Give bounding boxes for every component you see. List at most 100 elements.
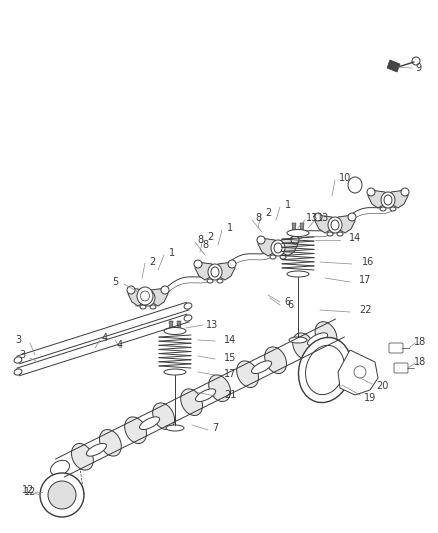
Polygon shape (281, 238, 298, 256)
Ellipse shape (140, 417, 159, 430)
Polygon shape (315, 215, 332, 233)
Ellipse shape (380, 207, 386, 211)
Ellipse shape (280, 255, 286, 259)
Polygon shape (387, 60, 400, 72)
Polygon shape (177, 321, 181, 328)
Ellipse shape (184, 303, 192, 309)
Ellipse shape (208, 375, 230, 401)
Polygon shape (368, 190, 385, 208)
Polygon shape (391, 190, 408, 208)
Ellipse shape (50, 461, 70, 475)
Ellipse shape (251, 361, 272, 374)
Ellipse shape (217, 279, 223, 283)
Ellipse shape (14, 357, 22, 363)
Text: 22: 22 (359, 305, 371, 315)
Text: 7: 7 (212, 423, 218, 433)
Ellipse shape (125, 417, 147, 443)
Text: 1: 1 (169, 248, 175, 258)
Text: 3: 3 (15, 335, 21, 345)
Text: 10: 10 (339, 173, 351, 183)
Ellipse shape (271, 240, 285, 256)
Ellipse shape (274, 243, 282, 253)
Ellipse shape (195, 389, 215, 401)
Text: 2: 2 (207, 232, 213, 242)
Text: 18: 18 (414, 337, 426, 347)
Circle shape (257, 236, 265, 244)
Ellipse shape (144, 293, 152, 303)
Text: 6: 6 (284, 297, 290, 307)
Ellipse shape (153, 403, 174, 430)
Ellipse shape (307, 333, 328, 345)
Ellipse shape (327, 232, 333, 236)
Ellipse shape (140, 305, 146, 309)
Ellipse shape (207, 279, 213, 283)
Ellipse shape (289, 337, 307, 343)
Circle shape (40, 473, 84, 517)
Text: 12: 12 (24, 487, 36, 497)
Polygon shape (258, 238, 275, 256)
Text: 14: 14 (224, 335, 236, 345)
Ellipse shape (164, 369, 186, 375)
Ellipse shape (237, 361, 258, 387)
Text: 6: 6 (287, 300, 293, 310)
Ellipse shape (181, 389, 202, 416)
Text: 3: 3 (19, 350, 25, 360)
Ellipse shape (390, 207, 396, 211)
Text: 15: 15 (224, 353, 236, 363)
FancyBboxPatch shape (389, 343, 403, 353)
Ellipse shape (315, 322, 337, 348)
Text: 2: 2 (265, 208, 271, 218)
Circle shape (401, 188, 409, 196)
Circle shape (412, 57, 420, 65)
Text: 2: 2 (149, 257, 155, 267)
Ellipse shape (293, 333, 314, 359)
Ellipse shape (270, 255, 276, 259)
Ellipse shape (166, 425, 184, 431)
Ellipse shape (208, 264, 222, 280)
Text: 16: 16 (362, 257, 374, 267)
Circle shape (291, 236, 299, 244)
Polygon shape (128, 288, 145, 306)
Ellipse shape (14, 369, 22, 375)
Polygon shape (338, 215, 355, 233)
Ellipse shape (287, 230, 309, 237)
Ellipse shape (381, 192, 395, 208)
Ellipse shape (141, 291, 149, 301)
Circle shape (228, 260, 236, 268)
Ellipse shape (211, 267, 219, 277)
Ellipse shape (164, 327, 186, 335)
Ellipse shape (137, 287, 153, 305)
Ellipse shape (348, 177, 362, 193)
Ellipse shape (298, 337, 352, 402)
Text: 8: 8 (202, 240, 208, 250)
Polygon shape (169, 321, 173, 328)
Ellipse shape (331, 220, 339, 230)
Ellipse shape (328, 217, 342, 233)
Text: 8: 8 (197, 235, 203, 245)
Ellipse shape (265, 347, 286, 374)
Text: 21: 21 (224, 390, 236, 400)
Ellipse shape (99, 430, 121, 456)
Text: 13: 13 (306, 213, 318, 223)
Circle shape (127, 286, 135, 294)
Text: 13: 13 (206, 320, 218, 330)
Text: 1: 1 (227, 223, 233, 233)
Ellipse shape (71, 443, 93, 470)
Ellipse shape (184, 315, 192, 321)
Text: 9: 9 (415, 63, 421, 73)
Polygon shape (292, 223, 296, 230)
Circle shape (194, 260, 202, 268)
Text: 4: 4 (102, 333, 108, 343)
Ellipse shape (150, 305, 156, 309)
Text: 1: 1 (285, 200, 291, 210)
Circle shape (48, 481, 76, 509)
Ellipse shape (86, 443, 106, 456)
Circle shape (367, 188, 375, 196)
Text: 19: 19 (364, 393, 376, 403)
Text: 13: 13 (317, 213, 329, 223)
Circle shape (354, 366, 366, 378)
Text: 5: 5 (112, 277, 118, 287)
Ellipse shape (141, 290, 155, 306)
Text: 12: 12 (22, 485, 34, 495)
Polygon shape (195, 262, 212, 280)
